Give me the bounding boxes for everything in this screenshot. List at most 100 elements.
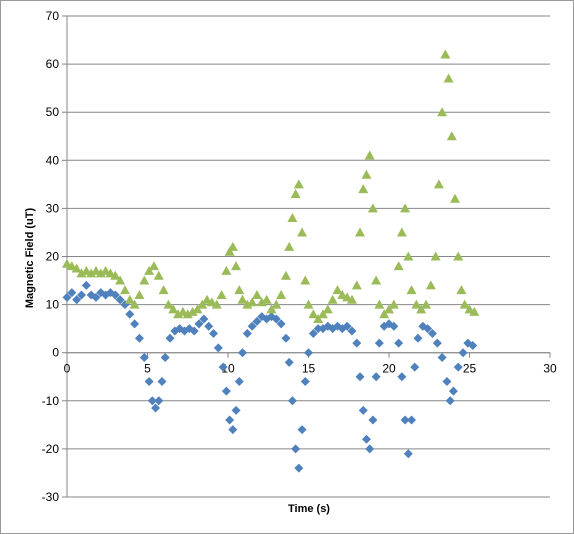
triangle-marker bbox=[124, 294, 135, 304]
triangle-marker bbox=[139, 275, 150, 285]
diamond-marker bbox=[358, 405, 368, 415]
diamond-marker bbox=[352, 338, 362, 348]
triangle-marker bbox=[227, 241, 238, 251]
triangle-marker bbox=[469, 306, 480, 316]
triangle-marker bbox=[411, 299, 422, 309]
triangle-marker bbox=[313, 314, 324, 324]
diamond-marker bbox=[199, 314, 209, 324]
diamond-marker bbox=[445, 396, 455, 406]
diamond-marker bbox=[276, 319, 286, 329]
y-tick-label: -20 bbox=[42, 442, 60, 456]
triangle-marker bbox=[371, 275, 382, 285]
y-tick-label: 50 bbox=[46, 105, 60, 119]
triangle-marker bbox=[300, 275, 311, 285]
diamond-marker bbox=[300, 377, 310, 387]
diamond-marker bbox=[204, 321, 214, 331]
x-tick-label: 30 bbox=[543, 362, 557, 376]
diamond-marker bbox=[72, 295, 82, 305]
diamond-marker bbox=[189, 326, 199, 336]
diamond-marker bbox=[407, 415, 417, 425]
triangle-marker bbox=[308, 309, 319, 319]
triangle-marker bbox=[148, 261, 159, 271]
triangle-marker bbox=[95, 268, 106, 278]
diamond-marker bbox=[287, 396, 297, 406]
diamond-marker bbox=[400, 415, 410, 425]
triangle-marker bbox=[332, 285, 343, 295]
triangle-marker bbox=[364, 150, 375, 160]
triangle-marker bbox=[367, 203, 378, 213]
triangle-marker bbox=[443, 73, 454, 83]
triangle-marker bbox=[351, 280, 362, 290]
triangle-marker bbox=[421, 299, 432, 309]
triangle-marker bbox=[284, 241, 295, 251]
triangle-marker bbox=[433, 179, 444, 189]
y-tick-label: -30 bbox=[42, 490, 60, 504]
triangle-marker bbox=[187, 306, 198, 316]
triangle-marker bbox=[216, 289, 227, 299]
diamond-marker bbox=[271, 314, 281, 324]
y-tick-label: 0 bbox=[52, 346, 59, 360]
diamond-marker bbox=[139, 353, 149, 363]
diamond-marker bbox=[154, 396, 164, 406]
diamond-marker bbox=[165, 333, 175, 343]
diamond-marker bbox=[225, 415, 235, 425]
diamond-marker bbox=[242, 328, 252, 338]
triangle-marker bbox=[192, 304, 203, 314]
diamond-marker bbox=[403, 449, 413, 459]
diamond-marker bbox=[304, 348, 313, 358]
diamond-marker bbox=[313, 324, 323, 334]
triangle-marker bbox=[242, 299, 253, 309]
diamond-marker bbox=[365, 444, 375, 454]
triangle-marker bbox=[322, 304, 333, 314]
diamond-marker bbox=[221, 386, 231, 396]
diamond-marker bbox=[284, 357, 294, 367]
diamond-marker bbox=[209, 328, 219, 338]
triangle-marker bbox=[110, 270, 121, 280]
diamond-marker bbox=[228, 425, 238, 435]
diamond-marker bbox=[308, 328, 318, 338]
diamond-marker bbox=[115, 295, 125, 305]
triangle-marker bbox=[384, 304, 394, 314]
triangle-marker bbox=[293, 179, 304, 189]
triangle-marker bbox=[446, 131, 457, 141]
diamond-marker bbox=[134, 333, 144, 343]
series-2 bbox=[62, 49, 480, 324]
series-1 bbox=[62, 280, 478, 473]
triangle-marker bbox=[355, 227, 366, 237]
triangle-marker bbox=[406, 285, 417, 295]
triangle-marker bbox=[440, 49, 451, 59]
triangle-marker bbox=[388, 299, 399, 309]
x-tick-label: 20 bbox=[382, 362, 396, 376]
diamond-marker bbox=[448, 386, 458, 396]
triangle-marker bbox=[346, 294, 357, 304]
x-axis-title: Time (s) bbox=[288, 503, 330, 515]
triangle-marker bbox=[416, 304, 427, 314]
diamond-marker bbox=[368, 415, 378, 425]
x-tick-label: 5 bbox=[144, 362, 151, 376]
triangle-marker bbox=[280, 270, 291, 280]
triangle-marker bbox=[456, 285, 467, 295]
triangle-marker bbox=[290, 188, 301, 198]
diamond-marker bbox=[67, 288, 77, 298]
triangle-marker bbox=[256, 297, 267, 307]
triangle-marker bbox=[129, 299, 140, 309]
data-series bbox=[62, 49, 480, 473]
y-tick-label: 30 bbox=[46, 201, 60, 215]
triangle-marker bbox=[453, 251, 464, 261]
diamond-marker bbox=[468, 340, 478, 350]
diamond-marker bbox=[355, 372, 365, 382]
triangle-marker bbox=[393, 261, 404, 271]
triangle-marker bbox=[221, 265, 232, 275]
y-tick-label: 40 bbox=[46, 153, 60, 167]
triangle-marker bbox=[86, 268, 97, 278]
diamond-marker bbox=[194, 319, 204, 329]
y-tick-label: 70 bbox=[46, 9, 60, 23]
diamond-marker bbox=[252, 316, 262, 326]
triangle-marker bbox=[430, 251, 441, 261]
x-tick-label: 25 bbox=[463, 362, 477, 376]
y-tick-label: 10 bbox=[46, 298, 60, 312]
y-tick-label: 20 bbox=[46, 250, 60, 264]
diamond-marker bbox=[342, 321, 352, 331]
